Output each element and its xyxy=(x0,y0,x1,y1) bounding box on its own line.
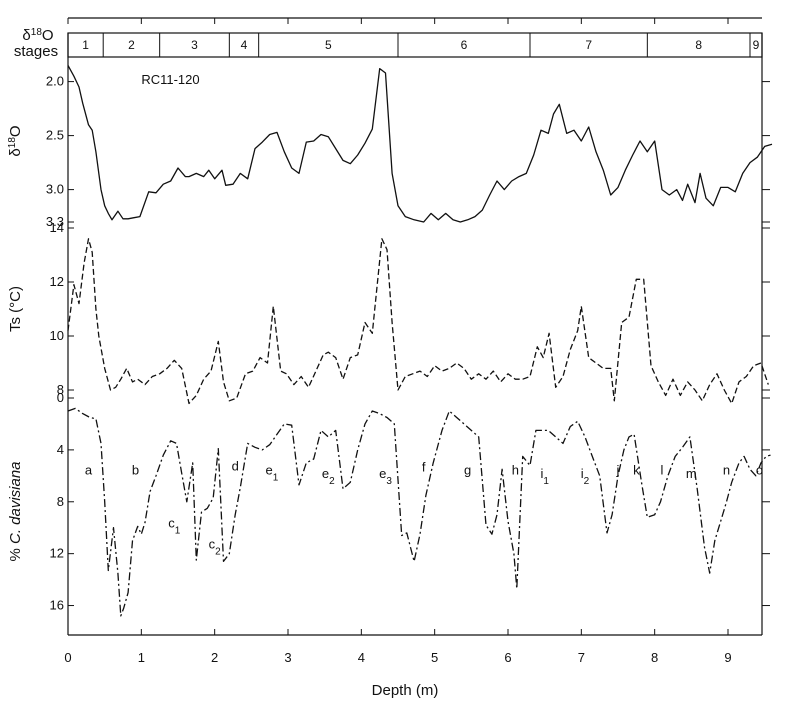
episode-label-i1: i1 xyxy=(540,466,549,487)
stage-label-5: 5 xyxy=(325,38,332,52)
episode-label-g: g xyxy=(464,462,471,477)
episode-label-e2: e2 xyxy=(322,466,335,487)
x-tick-label-9: 9 xyxy=(724,650,731,665)
episode-label-b: b xyxy=(132,462,139,477)
davisiana-tick-label-3: 12 xyxy=(50,546,64,561)
davisiana-tick-label-4: 16 xyxy=(50,598,64,613)
stage-label-3: 3 xyxy=(191,38,198,52)
ts-tick-label-1: 10 xyxy=(50,328,64,343)
episode-label-k: k xyxy=(633,462,640,477)
x-tick-label-3: 3 xyxy=(284,650,291,665)
episode-label-e3: e3 xyxy=(379,466,392,487)
d18o-series-line xyxy=(67,65,773,223)
stage-label-2: 2 xyxy=(128,38,135,52)
stage-band xyxy=(67,32,763,58)
ts-tick-label-2: 12 xyxy=(50,274,64,289)
stage-label-1: 1 xyxy=(82,38,89,52)
stage-label-8: 8 xyxy=(695,38,702,52)
x-tick-label-0: 0 xyxy=(64,650,71,665)
stages-title-line2: stages xyxy=(14,43,58,60)
x-axis-title: Depth (m) xyxy=(372,682,439,699)
episode-label-f: f xyxy=(422,460,426,475)
ts-y-axis-title: Ts (°C) xyxy=(7,286,24,332)
x-tick-label-5: 5 xyxy=(431,650,438,665)
x-tick-label-8: 8 xyxy=(651,650,658,665)
stage-label-6: 6 xyxy=(461,38,468,52)
d18o-tick-label-2: 3.0 xyxy=(46,182,64,197)
episode-label-o: o xyxy=(756,462,763,477)
d18o-y-axis-title: δ18O xyxy=(7,125,25,156)
stages-title: δ18O xyxy=(22,27,53,45)
episode-label-e1: e1 xyxy=(265,462,278,483)
episode-label-n: n xyxy=(723,462,730,477)
episode-label-i2: i2 xyxy=(581,466,590,487)
episode-label-j: j xyxy=(616,462,620,477)
x-tick-label-6: 6 xyxy=(504,650,511,665)
x-tick-label-1: 1 xyxy=(138,650,145,665)
episode-label-h: h xyxy=(512,462,519,477)
d18o-tick-label-0: 2.0 xyxy=(46,74,64,89)
ts-tick-label-3: 14 xyxy=(50,220,64,235)
ts-series-line xyxy=(67,238,769,405)
davisiana-tick-label-1: 4 xyxy=(57,442,64,457)
davisiana-tick-label-2: 8 xyxy=(57,494,64,509)
ts-tick-label-0: 8 xyxy=(57,382,64,397)
stage-label-4: 4 xyxy=(241,38,248,52)
stage-label-9: 9 xyxy=(753,38,760,52)
davisiana-y-axis-title: % C. davisiana xyxy=(7,461,24,561)
episode-label-m: m xyxy=(686,466,697,481)
episode-label-c1: c1 xyxy=(168,516,181,537)
davisiana-tick-label-0: 0 xyxy=(57,390,64,405)
x-tick-label-7: 7 xyxy=(578,650,585,665)
episode-label-c2: c2 xyxy=(209,536,222,557)
stage-label-7: 7 xyxy=(585,38,592,52)
d18o-tick-label-3: 3.3 xyxy=(46,214,64,229)
x-tick-label-4: 4 xyxy=(358,650,365,665)
d18o-tick-label-1: 2.5 xyxy=(46,128,64,143)
davisiana-series-line xyxy=(67,407,771,617)
episode-label-a: a xyxy=(85,462,93,477)
episode-label-d: d xyxy=(232,458,239,473)
x-tick-label-2: 2 xyxy=(211,650,218,665)
episode-label-l: l xyxy=(661,462,664,477)
d18o-core-label: RC11-120 xyxy=(141,72,199,87)
